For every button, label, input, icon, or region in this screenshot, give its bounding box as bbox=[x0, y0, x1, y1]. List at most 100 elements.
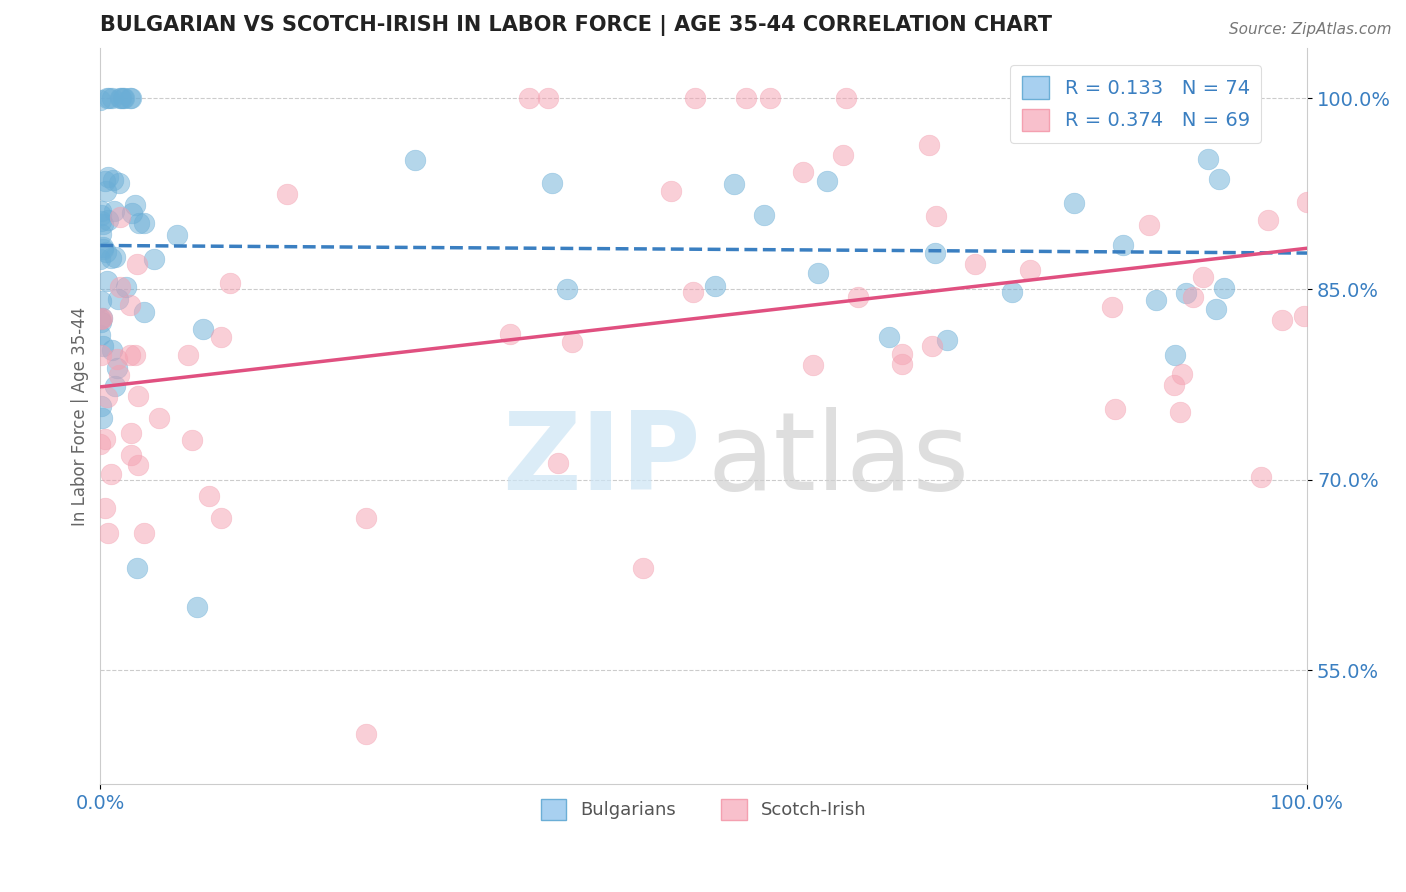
Point bbox=[121, 206, 143, 220]
Point bbox=[97, 91, 120, 105]
Point bbox=[90, 208, 112, 222]
Point bbox=[703, 279, 725, 293]
Point bbox=[1101, 300, 1123, 314]
Point bbox=[1137, 219, 1160, 233]
Point bbox=[89, 312, 111, 326]
Point bbox=[89, 93, 111, 107]
Point bbox=[120, 448, 142, 462]
Point bbox=[125, 561, 148, 575]
Point bbox=[807, 266, 830, 280]
Point bbox=[180, 433, 202, 447]
Point bbox=[1296, 194, 1319, 209]
Point bbox=[879, 330, 901, 344]
Point bbox=[661, 184, 683, 198]
Point bbox=[890, 347, 912, 361]
Point bbox=[100, 91, 122, 105]
Point bbox=[723, 177, 745, 191]
Point bbox=[143, 252, 166, 266]
Point bbox=[1197, 153, 1219, 167]
Point bbox=[132, 216, 155, 230]
Point bbox=[93, 338, 115, 352]
Point bbox=[555, 282, 578, 296]
Point bbox=[815, 174, 838, 188]
Point bbox=[1104, 401, 1126, 416]
Point bbox=[94, 432, 117, 446]
Point bbox=[683, 91, 706, 105]
Point bbox=[101, 343, 124, 358]
Point bbox=[1168, 405, 1191, 419]
Point bbox=[1208, 172, 1230, 186]
Point bbox=[105, 361, 128, 376]
Point bbox=[108, 91, 131, 105]
Point bbox=[1163, 377, 1185, 392]
Point bbox=[1171, 367, 1194, 381]
Point bbox=[89, 437, 111, 451]
Point bbox=[219, 277, 242, 291]
Point bbox=[404, 153, 426, 167]
Point bbox=[936, 333, 959, 347]
Point bbox=[1164, 348, 1187, 362]
Point bbox=[108, 279, 131, 293]
Point bbox=[924, 246, 946, 260]
Point bbox=[91, 242, 114, 256]
Point bbox=[561, 334, 583, 349]
Point bbox=[752, 207, 775, 221]
Point bbox=[1001, 285, 1024, 300]
Point bbox=[120, 298, 142, 312]
Point bbox=[166, 227, 188, 242]
Point bbox=[89, 328, 111, 343]
Point bbox=[1185, 91, 1208, 105]
Point bbox=[110, 91, 132, 105]
Point bbox=[832, 147, 855, 161]
Point bbox=[918, 138, 941, 153]
Point bbox=[127, 389, 149, 403]
Point bbox=[90, 315, 112, 329]
Point bbox=[90, 348, 112, 362]
Text: BULGARIAN VS SCOTCH-IRISH IN LABOR FORCE | AGE 35-44 CORRELATION CHART: BULGARIAN VS SCOTCH-IRISH IN LABOR FORCE… bbox=[100, 15, 1052, 36]
Point bbox=[91, 240, 114, 254]
Y-axis label: In Labor Force | Age 35-44: In Labor Force | Age 35-44 bbox=[72, 307, 89, 525]
Point bbox=[1144, 293, 1167, 307]
Point bbox=[848, 290, 870, 304]
Point bbox=[104, 250, 127, 264]
Point bbox=[734, 91, 756, 105]
Legend: Bulgarians, Scotch-Irish: Bulgarians, Scotch-Irish bbox=[534, 792, 875, 827]
Point bbox=[891, 357, 914, 371]
Point bbox=[963, 257, 986, 271]
Point bbox=[112, 91, 135, 105]
Point bbox=[177, 348, 200, 362]
Point bbox=[925, 209, 948, 223]
Point bbox=[93, 174, 115, 188]
Point bbox=[499, 326, 522, 341]
Point bbox=[94, 244, 117, 259]
Point bbox=[633, 561, 655, 575]
Point bbox=[96, 275, 118, 289]
Point bbox=[90, 214, 112, 228]
Point bbox=[835, 91, 858, 105]
Point bbox=[1175, 285, 1198, 300]
Point bbox=[1271, 313, 1294, 327]
Point bbox=[96, 91, 118, 105]
Point bbox=[540, 176, 562, 190]
Point bbox=[1294, 310, 1316, 324]
Point bbox=[547, 456, 569, 470]
Point bbox=[148, 411, 170, 425]
Point bbox=[186, 599, 208, 614]
Point bbox=[94, 184, 117, 198]
Point bbox=[1205, 301, 1227, 316]
Point bbox=[120, 348, 142, 362]
Point bbox=[1257, 213, 1279, 227]
Point bbox=[1250, 470, 1272, 484]
Point bbox=[105, 351, 128, 366]
Point bbox=[198, 489, 221, 503]
Point bbox=[90, 312, 112, 326]
Point bbox=[101, 173, 124, 187]
Point bbox=[91, 410, 114, 425]
Point bbox=[1213, 281, 1236, 295]
Point bbox=[127, 458, 149, 473]
Point bbox=[120, 91, 142, 105]
Point bbox=[108, 368, 131, 382]
Point bbox=[759, 91, 782, 105]
Point bbox=[682, 285, 704, 300]
Point bbox=[354, 510, 377, 524]
